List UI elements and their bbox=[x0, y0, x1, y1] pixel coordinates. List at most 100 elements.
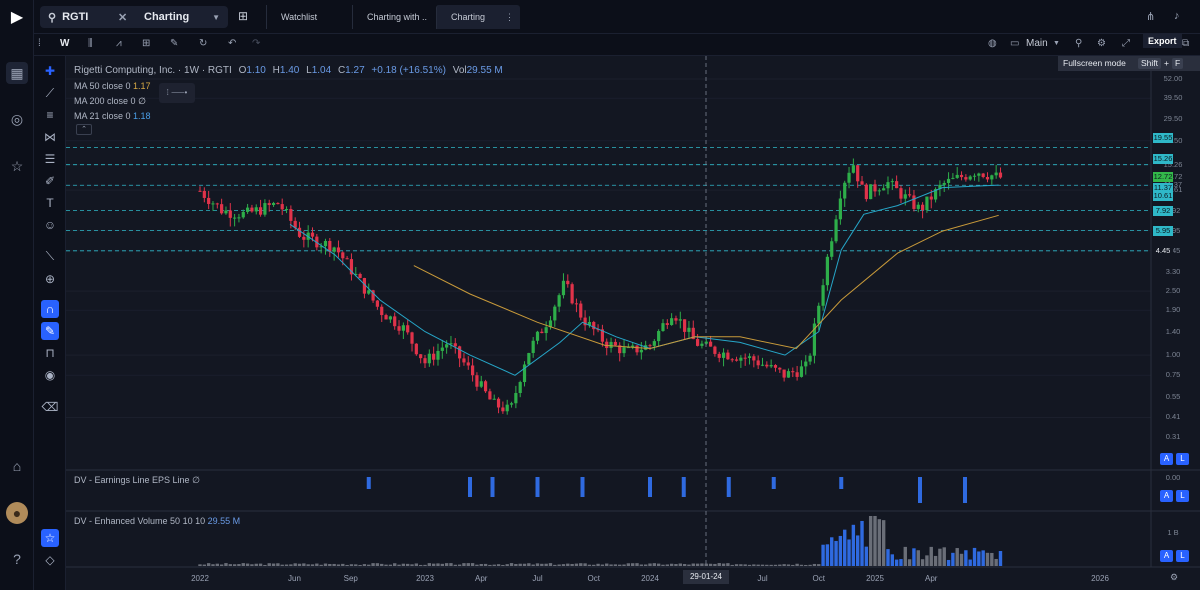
lock-icon[interactable]: ⊓ bbox=[45, 346, 55, 360]
widgets-icon[interactable]: ⊞ bbox=[238, 9, 249, 23]
volume-bar bbox=[250, 564, 254, 566]
brush-icon[interactable]: ✐ bbox=[44, 174, 56, 188]
trash-icon[interactable]: ⌫ bbox=[41, 400, 59, 414]
candle-body bbox=[388, 316, 392, 320]
indicators-icon[interactable]: ⩘ bbox=[116, 38, 122, 49]
eps-log-button[interactable]: L bbox=[1176, 490, 1189, 502]
star-icon[interactable]: ☆ bbox=[10, 157, 24, 174]
volume-bar bbox=[354, 564, 358, 566]
drag-handle-icon[interactable]: ⁞ bbox=[38, 38, 41, 49]
templates-icon[interactable]: ⊞ bbox=[142, 38, 151, 49]
chevron-down-icon[interactable]: ▼ bbox=[1053, 40, 1060, 47]
candle-body bbox=[665, 323, 669, 325]
share-icon[interactable]: ⋔ bbox=[1146, 11, 1156, 23]
projection-icon[interactable]: ☰ bbox=[44, 152, 56, 166]
chart-area[interactable]: Rigetti Computing, Inc. · 1W · RGTI O1.1… bbox=[66, 56, 1200, 590]
stay-drawing-icon[interactable]: ✎ bbox=[41, 322, 59, 340]
eye-icon[interactable]: ◉ bbox=[44, 368, 56, 382]
globe-icon[interactable]: ◍ bbox=[988, 38, 997, 49]
candle-body bbox=[700, 343, 704, 346]
avatar[interactable]: ● bbox=[6, 502, 28, 524]
zoom-icon[interactable]: ⚲ bbox=[1075, 38, 1083, 49]
tab-charting[interactable]: Charting ⋮ bbox=[436, 5, 520, 29]
gear-icon[interactable]: ⚙ bbox=[1097, 38, 1106, 49]
candle-body bbox=[864, 184, 868, 200]
layout-select-label: Charting bbox=[144, 11, 190, 23]
favorites-star-icon[interactable]: ☆ bbox=[41, 529, 59, 547]
candle-body bbox=[747, 356, 752, 358]
interval-button[interactable]: W bbox=[60, 38, 70, 49]
volume-bar bbox=[388, 564, 393, 566]
volume-log-button[interactable]: L bbox=[1176, 550, 1189, 562]
tab-charting-with[interactable]: Charting with .. bbox=[352, 5, 436, 29]
more-icon[interactable]: ⋮ bbox=[505, 11, 514, 22]
candle-body bbox=[462, 358, 466, 363]
candle-body bbox=[449, 343, 453, 345]
ruler-icon[interactable]: ⟍ bbox=[45, 248, 55, 263]
candle-body bbox=[955, 174, 959, 178]
volume-bar bbox=[630, 563, 635, 566]
layout-name[interactable]: Main bbox=[1026, 38, 1048, 49]
candle-body bbox=[345, 258, 349, 260]
legend-high: 1.40 bbox=[279, 65, 300, 76]
collapse-legend-button[interactable]: ⌃ bbox=[76, 124, 92, 135]
hat-icon[interactable]: ⌂ bbox=[12, 458, 22, 474]
volume-bar bbox=[397, 564, 401, 566]
candle-type-icon[interactable]: ⫼ bbox=[88, 38, 93, 49]
undo-icon[interactable]: ↶ bbox=[228, 38, 237, 49]
auto-scale-button[interactable]: A bbox=[1160, 453, 1173, 465]
zoom-in-icon[interactable]: ⊕ bbox=[44, 272, 56, 286]
candle-body bbox=[804, 361, 808, 367]
volume-bar bbox=[609, 564, 613, 566]
gauge-icon[interactable]: ◎ bbox=[10, 110, 24, 127]
volume-auto-button[interactable]: A bbox=[1160, 550, 1173, 562]
candle-body bbox=[743, 357, 747, 359]
candle-body bbox=[851, 165, 855, 173]
volume-bar bbox=[665, 564, 670, 566]
export-button[interactable]: Export bbox=[1143, 34, 1182, 48]
camera-icon[interactable]: ⧉ bbox=[1182, 38, 1190, 49]
ma50-legend[interactable]: MA 50 close 0 1.17 bbox=[74, 81, 151, 91]
chart-icon[interactable]: ▦ bbox=[6, 62, 28, 84]
replay-icon[interactable]: ↻ bbox=[199, 38, 208, 49]
candle-body bbox=[427, 353, 431, 364]
emoji-icon[interactable]: ☺ bbox=[43, 218, 57, 232]
trendline-icon[interactable]: ⟋ bbox=[45, 85, 55, 100]
eps-legend[interactable]: DV - Earnings Line EPS Line ∅ bbox=[74, 475, 200, 486]
volume-bar bbox=[440, 563, 445, 566]
price-chart-svg bbox=[66, 56, 1200, 568]
redo-icon[interactable]: ↷ bbox=[252, 38, 261, 49]
legend-controls[interactable]: ⁞ ⸺• bbox=[159, 83, 195, 103]
volume-bar bbox=[955, 548, 959, 566]
ma21-legend[interactable]: MA 21 close 0 1.18 bbox=[74, 111, 151, 121]
close-icon[interactable]: ✕ bbox=[118, 11, 128, 24]
fib-icon[interactable]: ≡ bbox=[46, 108, 54, 122]
settings-gear-icon[interactable]: ⚙ bbox=[1170, 572, 1179, 582]
layout-select[interactable]: Charting ▼ bbox=[132, 6, 228, 28]
volume-bar bbox=[778, 564, 782, 566]
pen-icon[interactable]: ✎ bbox=[170, 38, 179, 49]
fullscreen-icon[interactable]: ⤢ bbox=[1122, 38, 1130, 49]
folder-icon[interactable]: ▭ bbox=[1010, 38, 1020, 49]
ma200-value: ∅ bbox=[138, 96, 146, 106]
pattern-icon[interactable]: ⋈ bbox=[44, 130, 56, 144]
layers-icon[interactable]: ◇ bbox=[45, 553, 55, 567]
candle-body bbox=[354, 273, 358, 275]
volume-legend[interactable]: DV - Enhanced Volume 50 10 10 29.55 M bbox=[74, 516, 240, 526]
log-scale-button[interactable]: L bbox=[1176, 453, 1189, 465]
eps-auto-button[interactable]: A bbox=[1160, 490, 1173, 502]
tab-watchlist[interactable]: Watchlist bbox=[266, 5, 352, 29]
ma200-legend[interactable]: MA 200 close 0 ∅ bbox=[74, 96, 146, 107]
symbol-input[interactable]: RGTI bbox=[62, 11, 89, 23]
logo-icon[interactable]: ▶ bbox=[10, 9, 24, 26]
magnet-icon[interactable]: ∩ bbox=[41, 300, 59, 318]
symbol-search[interactable]: ⚲ RGTI ✕ bbox=[40, 6, 160, 28]
volume-bar bbox=[501, 564, 505, 566]
volume-bar bbox=[488, 564, 492, 566]
bell-icon[interactable]: ♪ bbox=[1174, 10, 1180, 22]
text-icon[interactable]: T bbox=[46, 196, 54, 210]
help-icon[interactable]: ? bbox=[13, 551, 21, 567]
crosshair-icon[interactable]: ✚ bbox=[44, 64, 56, 78]
candle-body bbox=[289, 209, 293, 221]
volume-bar bbox=[890, 554, 895, 566]
